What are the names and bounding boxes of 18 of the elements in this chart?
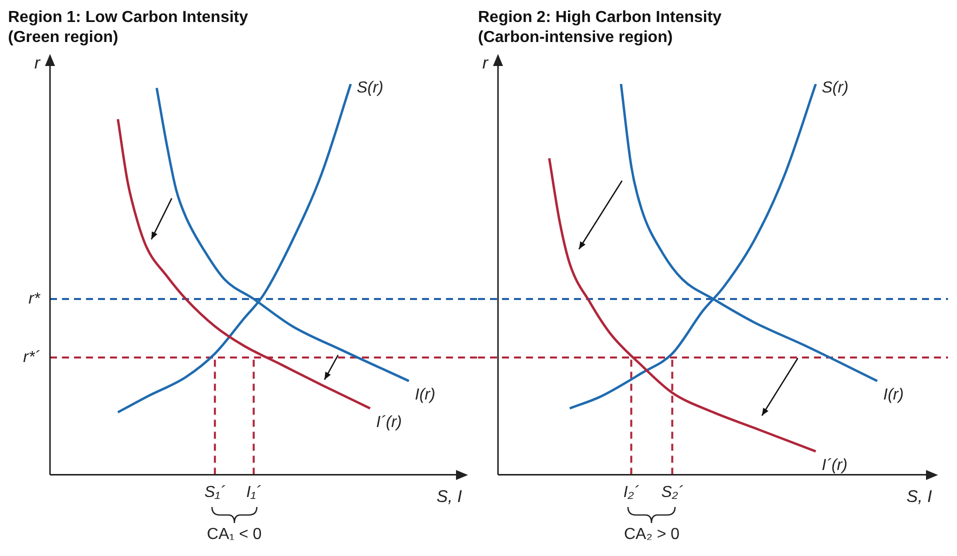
x-tick-label: S₁´ [204, 484, 226, 501]
x-axis-title: S, I [436, 487, 462, 506]
y-axis-title: r [482, 54, 490, 73]
series-label: S(r) [356, 79, 384, 96]
x-axis-title: S, I [906, 487, 932, 506]
chart-title: Region 1: Low Carbon Intensity (Green region) [8, 8, 250, 48]
ref-line-label: r*´ [23, 349, 41, 366]
y-axis-title: r [34, 54, 42, 73]
series-label: I(r) [414, 386, 436, 404]
x-tick-label: I₁´ [246, 484, 262, 501]
ref-line-label: r* [28, 290, 41, 308]
series-label: S(r) [822, 79, 848, 96]
x-tick-label: I₂´ [623, 484, 640, 501]
x-tick-label: S₂´ [661, 484, 684, 501]
chart-title: Region 2: High Carbon Intensity (Carbon-intensive region) [478, 8, 723, 48]
series-label: I´(r) [822, 456, 848, 474]
series-label: I(r) [883, 386, 904, 404]
series-label: I´(r) [376, 414, 402, 431]
